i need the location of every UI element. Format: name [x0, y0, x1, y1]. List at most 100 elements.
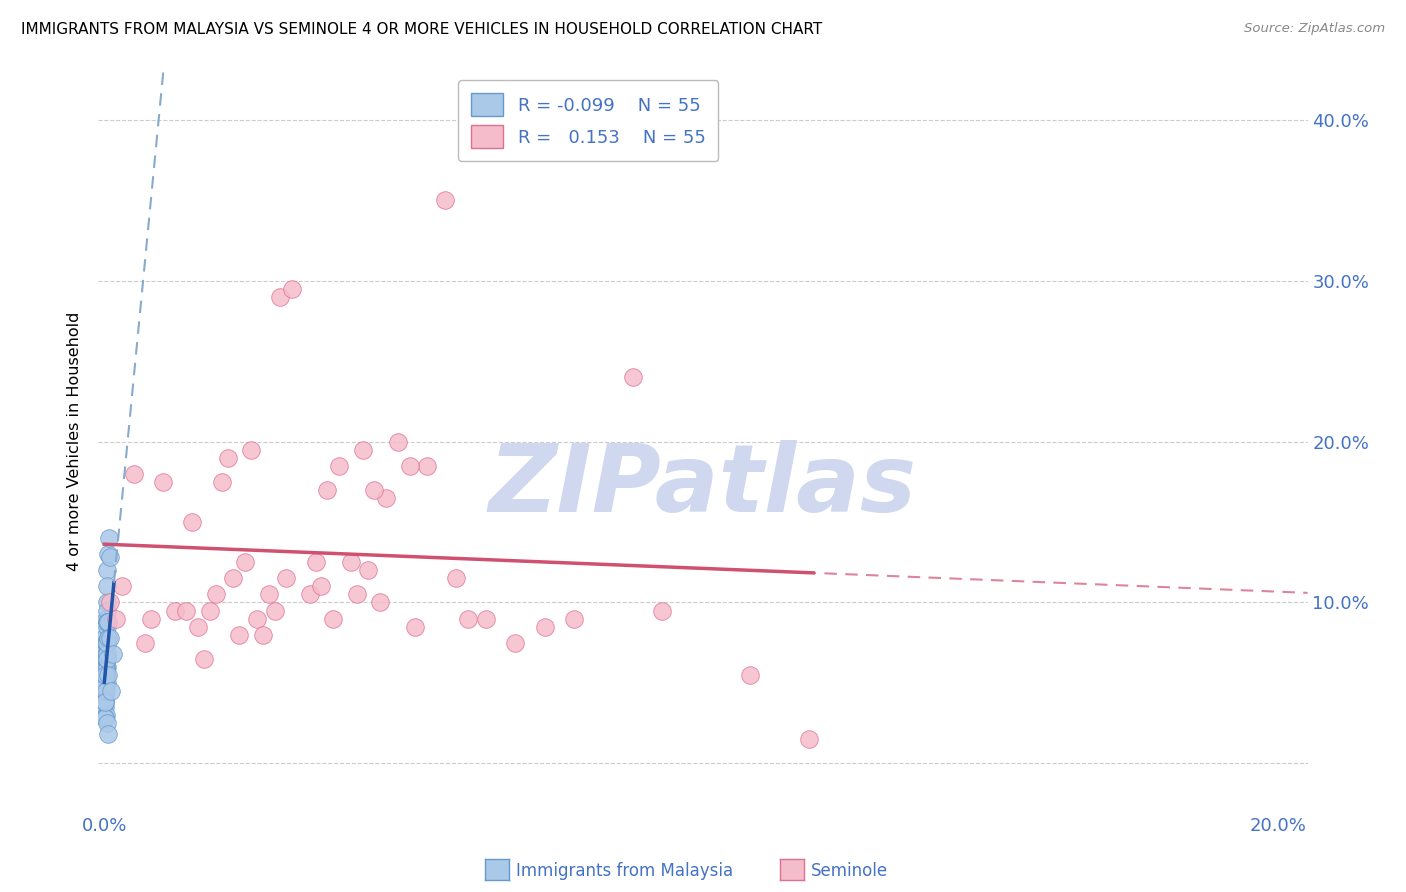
Point: [98, 631, 121, 645]
Point: [94, 711, 117, 725]
Point: [94, 636, 117, 650]
Point: [375, 491, 398, 505]
Point: [446, 571, 468, 585]
Point: [163, 603, 186, 617]
Point: [651, 603, 673, 617]
Point: [475, 611, 498, 625]
Point: [263, 603, 285, 617]
Point: [97, 615, 120, 629]
Point: [94, 668, 117, 682]
Point: [94, 652, 117, 666]
Point: [94, 695, 117, 709]
Point: [94, 647, 117, 661]
Point: [503, 636, 526, 650]
Point: [457, 611, 479, 625]
Point: [416, 458, 439, 473]
Point: [222, 571, 245, 585]
Point: [97, 631, 120, 645]
Point: [94, 708, 117, 723]
Point: [228, 628, 250, 642]
Point: [96, 603, 118, 617]
Point: [94, 676, 117, 690]
Point: [101, 647, 124, 661]
Point: [97, 727, 120, 741]
Point: [134, 636, 156, 650]
Point: [94, 652, 117, 666]
Point: [100, 684, 122, 698]
Legend: R = -0.099    N = 55, R =   0.153    N = 55: R = -0.099 N = 55, R = 0.153 N = 55: [458, 80, 718, 161]
Point: [97, 668, 120, 682]
Point: [94, 668, 117, 682]
Point: [94, 628, 117, 642]
Point: [316, 483, 339, 497]
Point: [204, 587, 226, 601]
Point: [193, 652, 215, 666]
Point: [311, 579, 333, 593]
Point: [96, 660, 118, 674]
Point: [96, 615, 118, 629]
Point: [96, 636, 118, 650]
Point: [94, 711, 117, 725]
Point: [533, 619, 555, 633]
Point: [322, 611, 344, 625]
Point: [94, 663, 117, 677]
Point: [398, 458, 420, 473]
Point: [94, 660, 117, 674]
Text: Immigrants from Malaysia: Immigrants from Malaysia: [516, 863, 733, 880]
Point: [346, 587, 368, 601]
Point: [111, 579, 134, 593]
Point: [211, 475, 233, 489]
Point: [304, 555, 326, 569]
Point: [96, 647, 118, 661]
Text: IMMIGRANTS FROM MALAYSIA VS SEMINOLE 4 OR MORE VEHICLES IN HOUSEHOLD CORRELATION: IMMIGRANTS FROM MALAYSIA VS SEMINOLE 4 O…: [21, 22, 823, 37]
Point: [94, 652, 117, 666]
Point: [96, 676, 118, 690]
Point: [96, 563, 118, 577]
Point: [94, 644, 117, 658]
Point: [562, 611, 585, 625]
Text: Seminole: Seminole: [811, 863, 889, 880]
Point: [357, 563, 380, 577]
Point: [246, 611, 269, 625]
Point: [98, 531, 121, 545]
Point: [94, 695, 117, 709]
Point: [404, 619, 426, 633]
Point: [94, 679, 117, 693]
Point: [252, 628, 274, 642]
Point: [198, 603, 221, 617]
Point: [94, 679, 117, 693]
Point: [122, 467, 145, 481]
Point: [368, 595, 391, 609]
Text: ZIPatlas: ZIPatlas: [489, 440, 917, 532]
Point: [94, 684, 117, 698]
Point: [97, 631, 120, 645]
Point: [94, 700, 117, 714]
Point: [281, 282, 304, 296]
Point: [94, 668, 117, 682]
Point: [340, 555, 363, 569]
Point: [96, 615, 118, 629]
Point: [96, 716, 118, 731]
Point: [269, 290, 291, 304]
Y-axis label: 4 or more Vehicles in Household: 4 or more Vehicles in Household: [67, 312, 83, 571]
Point: [217, 450, 239, 465]
Point: [94, 636, 117, 650]
Point: [94, 684, 117, 698]
Point: [797, 732, 820, 747]
Point: [257, 587, 280, 601]
Point: [176, 603, 198, 617]
Point: [433, 193, 456, 207]
Point: [94, 668, 117, 682]
Point: [387, 434, 409, 449]
Point: [94, 644, 117, 658]
Point: [233, 555, 256, 569]
Point: [352, 442, 374, 457]
Point: [96, 579, 118, 593]
Point: [187, 619, 209, 633]
Point: [152, 475, 174, 489]
Point: [240, 442, 263, 457]
Point: [96, 636, 118, 650]
Point: [363, 483, 385, 497]
Point: [328, 458, 350, 473]
Point: [96, 652, 118, 666]
